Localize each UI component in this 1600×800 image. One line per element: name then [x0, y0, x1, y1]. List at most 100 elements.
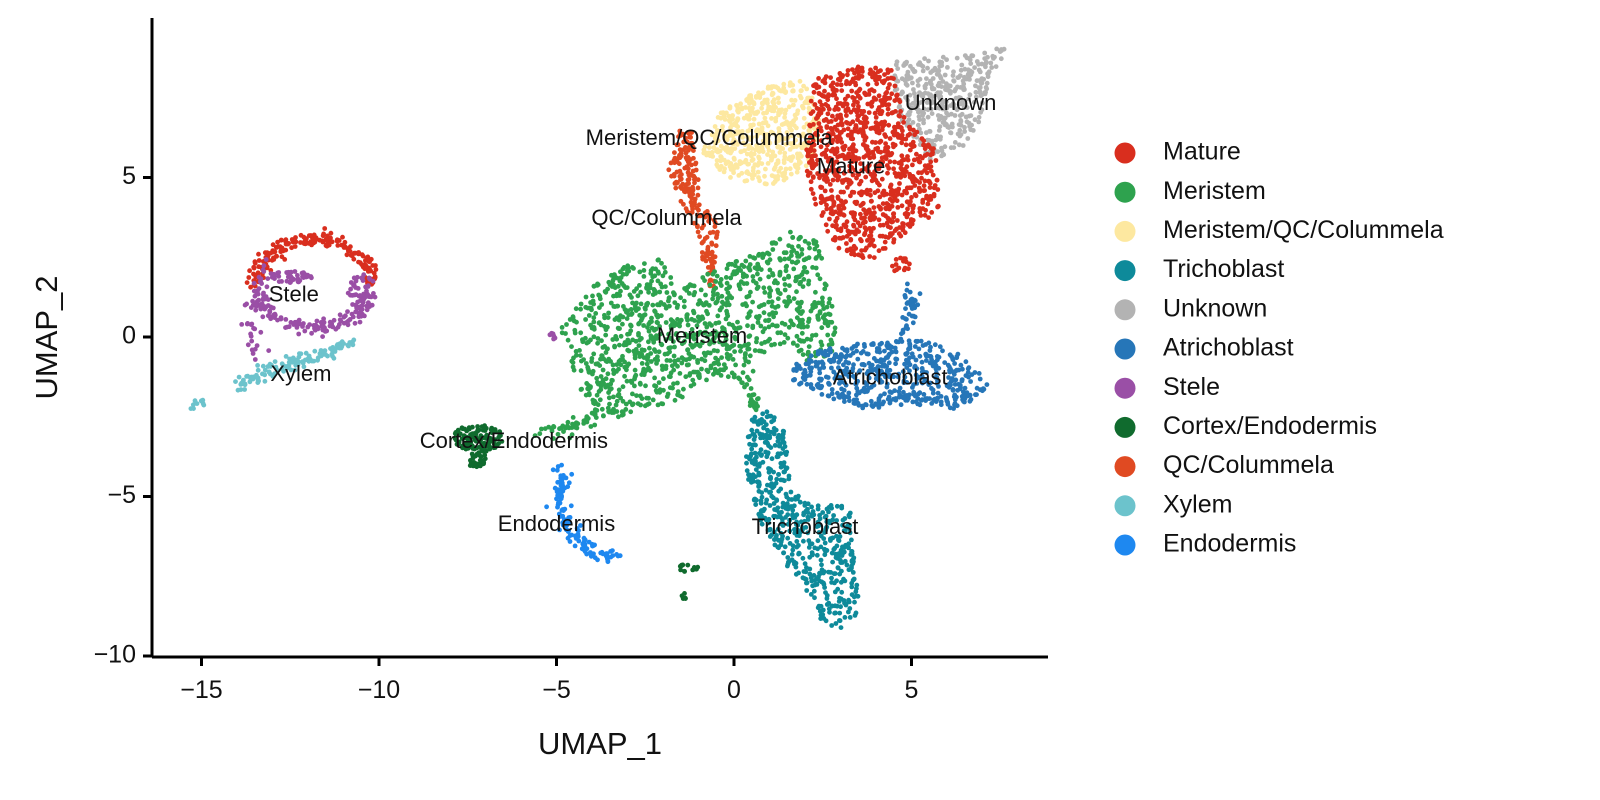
data-point: [956, 142, 962, 148]
data-point: [756, 154, 761, 160]
data-point: [854, 90, 859, 95]
data-point: [952, 382, 958, 387]
data-point: [481, 459, 487, 465]
data-point: [331, 317, 337, 323]
data-point: [760, 90, 766, 96]
data-point: [804, 373, 810, 379]
data-point: [989, 65, 995, 70]
data-point: [611, 394, 616, 400]
data-point: [637, 283, 642, 288]
data-point: [690, 377, 696, 383]
data-point: [566, 425, 572, 431]
data-point: [694, 341, 699, 347]
data-point: [477, 463, 483, 469]
data-point: [824, 142, 830, 148]
data-point: [924, 100, 930, 105]
data-point: [767, 503, 773, 508]
data-point: [787, 504, 793, 510]
data-point: [661, 387, 666, 393]
data-point: [652, 309, 658, 315]
data-point: [780, 500, 786, 506]
data-point: [929, 210, 935, 215]
data-point: [948, 130, 953, 136]
data-point: [845, 68, 851, 73]
data-point: [743, 105, 748, 110]
data-point: [696, 207, 701, 213]
data-point: [685, 347, 691, 353]
data-point: [869, 198, 874, 204]
data-point: [826, 300, 832, 306]
data-point: [882, 391, 887, 397]
data-point: [838, 226, 844, 232]
data-point: [578, 306, 583, 312]
data-point: [791, 377, 796, 383]
data-point: [824, 206, 830, 212]
data-point: [851, 559, 856, 564]
data-point: [462, 435, 468, 441]
data-point: [792, 530, 798, 536]
data-point: [821, 365, 827, 370]
data-point: [725, 262, 731, 268]
data-point: [678, 198, 684, 204]
data-point: [755, 271, 760, 277]
data-point: [772, 537, 777, 542]
data-point: [871, 382, 877, 388]
data-point: [841, 127, 847, 133]
data-point: [834, 222, 839, 228]
data-point: [745, 374, 750, 380]
data-point: [652, 383, 657, 389]
data-point: [832, 92, 838, 98]
data-point: [934, 133, 940, 139]
data-point: [335, 243, 341, 248]
data-point: [859, 238, 864, 244]
data-point: [984, 382, 990, 387]
data-point: [668, 370, 674, 376]
data-point: [875, 76, 881, 82]
data-point: [799, 330, 805, 336]
data-point: [757, 313, 762, 319]
data-point: [660, 273, 666, 279]
data-point: [838, 101, 843, 106]
data-point: [837, 76, 843, 82]
data-point: [610, 337, 616, 342]
data-point: [812, 246, 818, 252]
data-point: [818, 339, 824, 345]
data-point: [721, 114, 727, 119]
data-point: [324, 237, 329, 243]
data-point: [778, 464, 784, 470]
data-point: [770, 91, 776, 96]
data-point: [739, 129, 745, 134]
data-point: [999, 48, 1004, 53]
data-point: [842, 578, 848, 584]
data-point: [735, 319, 740, 325]
data-point: [848, 552, 854, 557]
data-point: [456, 441, 461, 447]
data-point: [292, 244, 298, 249]
data-point: [537, 431, 543, 437]
data-point: [827, 168, 832, 174]
data-point: [935, 113, 941, 118]
data-point: [828, 75, 833, 80]
data-point: [839, 589, 845, 595]
data-point: [820, 302, 825, 308]
data-point: [349, 311, 355, 317]
data-point: [720, 299, 725, 305]
data-point: [852, 401, 858, 406]
data-point: [893, 356, 899, 362]
data-point: [892, 124, 897, 130]
data-point: [935, 357, 940, 363]
data-point: [572, 330, 578, 336]
data-point: [834, 518, 839, 523]
data-point: [835, 552, 841, 558]
data-point: [753, 94, 759, 99]
data-point: [829, 623, 835, 628]
data-point: [830, 80, 836, 86]
data-point: [933, 366, 939, 372]
data-point: [754, 336, 760, 341]
data-point: [597, 293, 603, 299]
data-point: [317, 237, 323, 243]
data-point: [643, 383, 648, 389]
data-point: [729, 295, 735, 301]
data-point: [852, 96, 857, 101]
data-point: [931, 193, 937, 199]
